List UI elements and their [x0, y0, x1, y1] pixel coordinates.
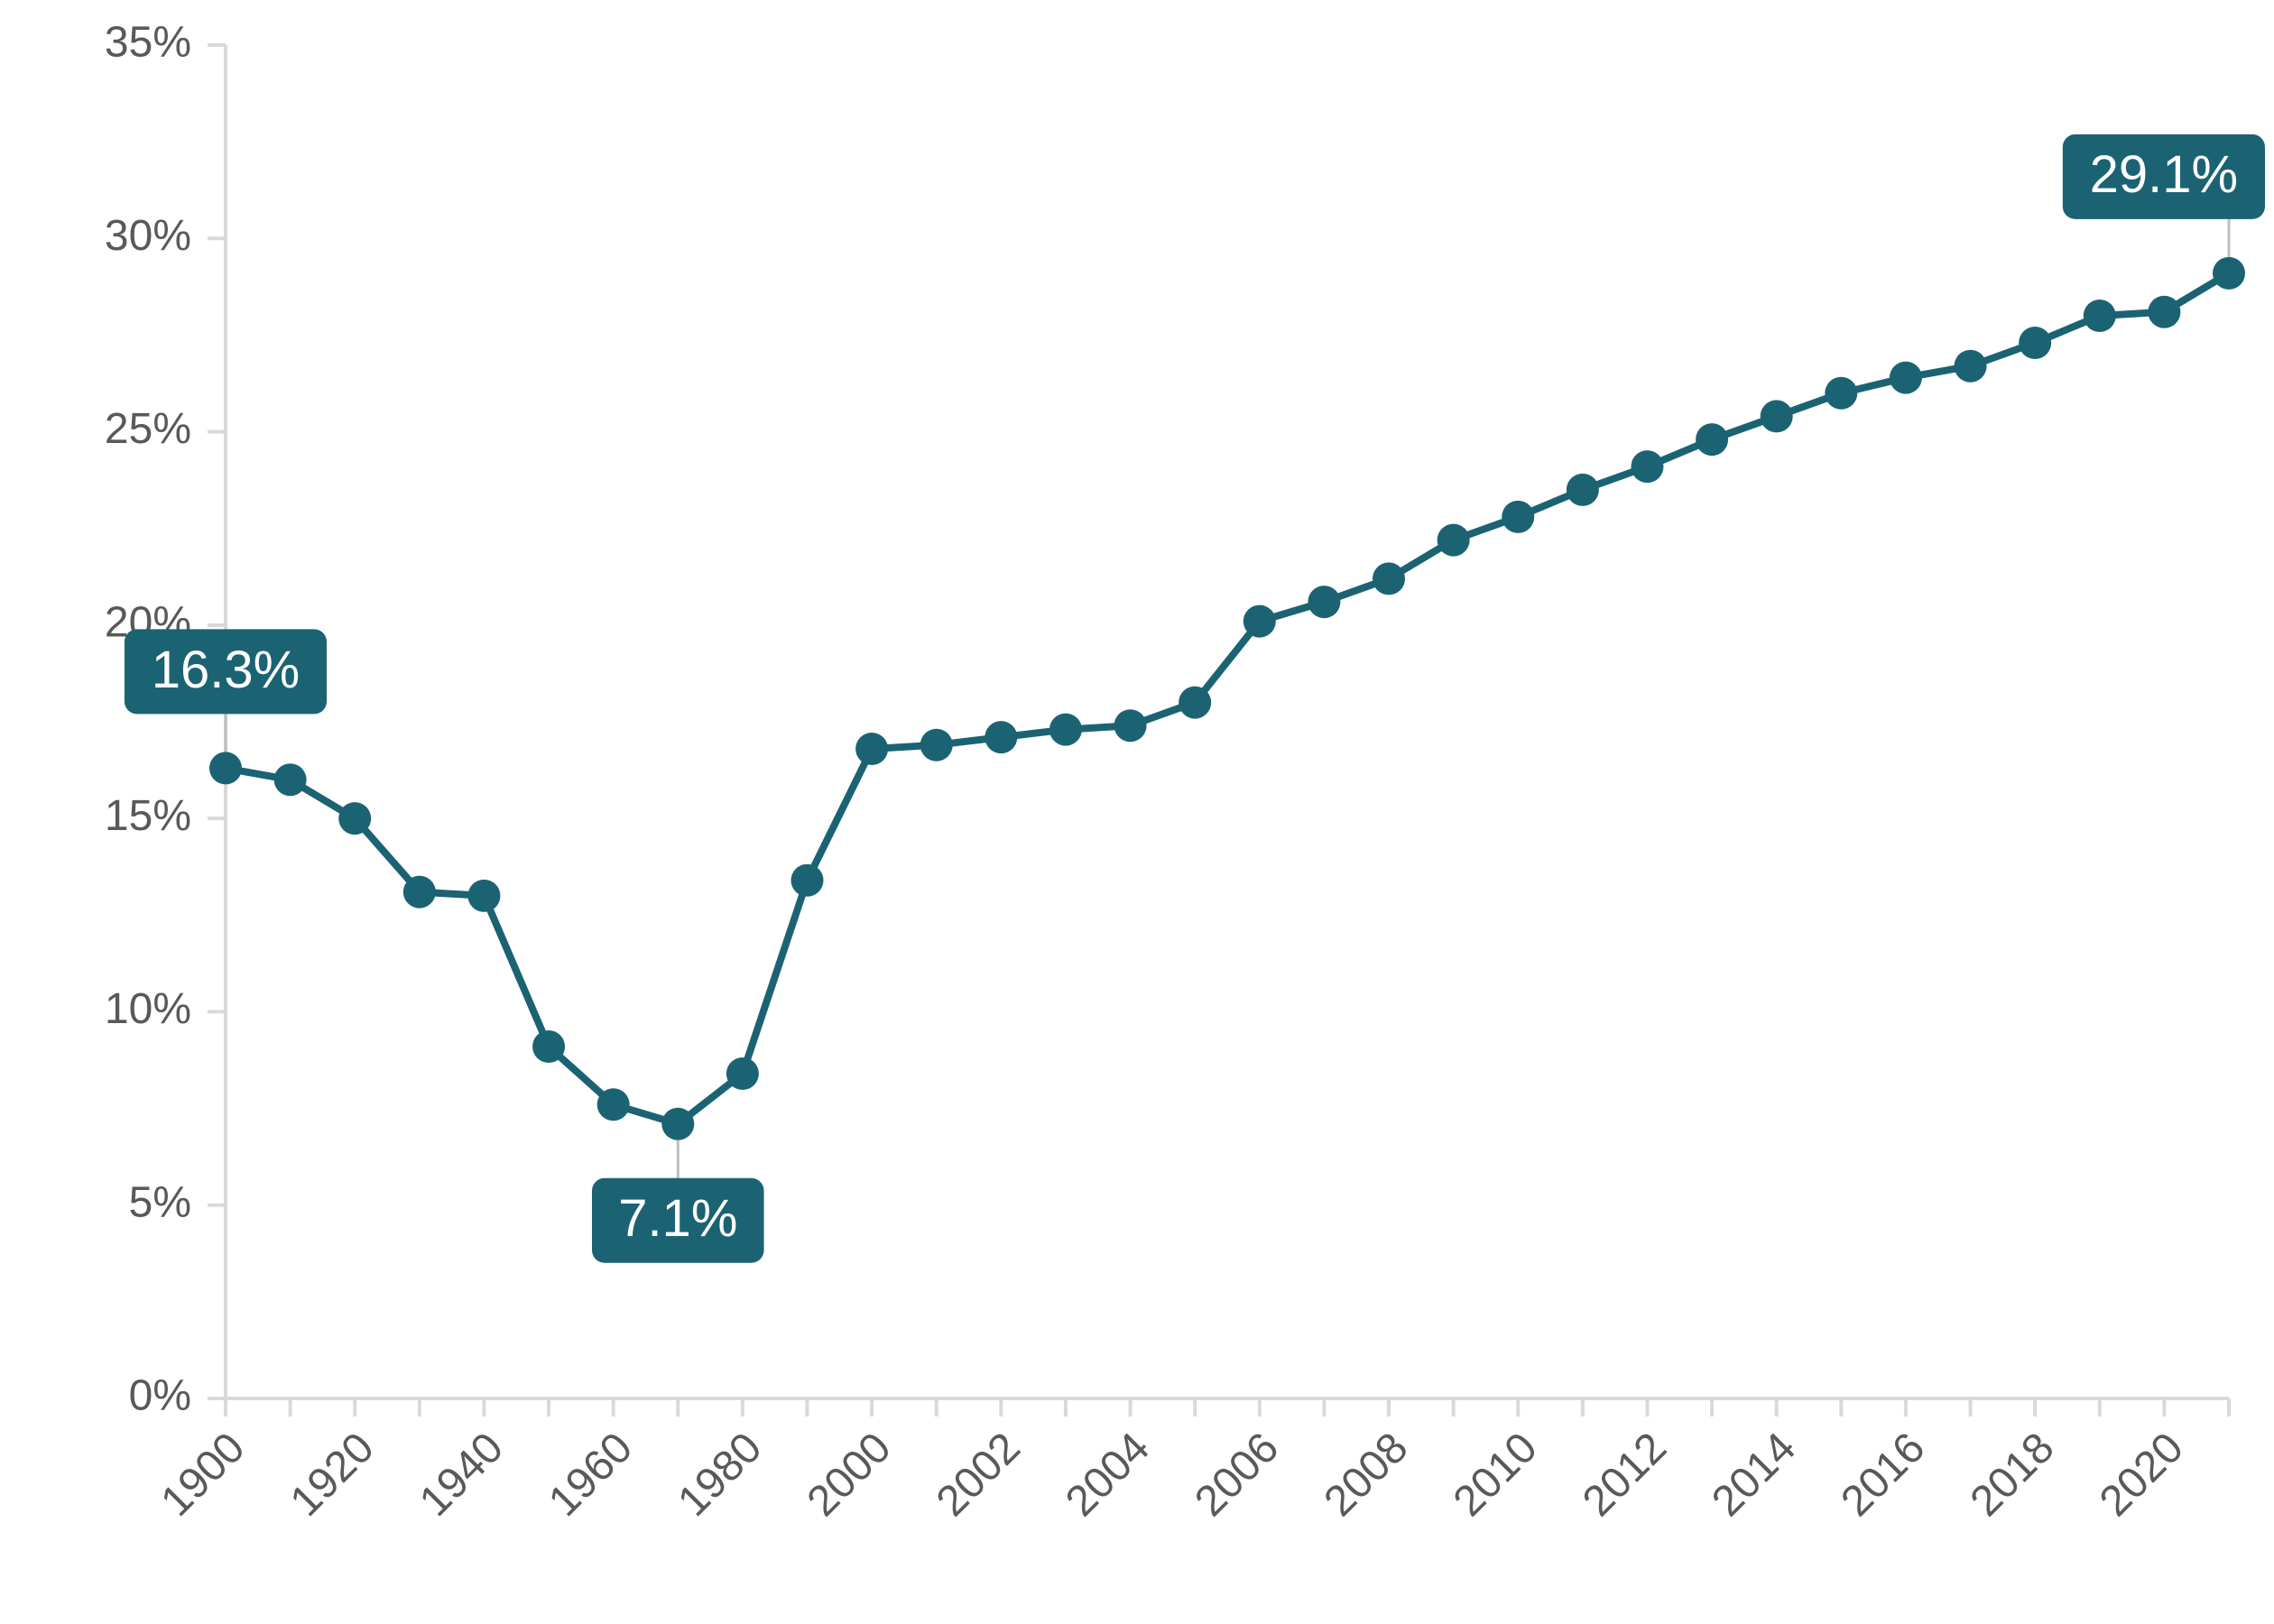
data-marker [1567, 474, 1599, 506]
data-marker [1179, 687, 1211, 719]
data-marker [1696, 423, 1728, 456]
data-marker [597, 1088, 630, 1121]
data-marker [1761, 400, 1793, 432]
data-marker [1308, 586, 1340, 618]
data-marker [984, 721, 1017, 753]
data-marker [920, 729, 953, 761]
data-marker [791, 864, 824, 897]
y-tick-label: 15% [105, 792, 191, 840]
data-marker [661, 1108, 694, 1140]
data-marker [1890, 362, 1922, 394]
callout-label: 16.3% [152, 641, 300, 699]
data-marker [1373, 562, 1405, 595]
data-marker [1114, 709, 1147, 742]
y-tick-label: 10% [105, 985, 191, 1033]
data-marker [1955, 350, 1987, 383]
data-marker [2084, 300, 2116, 332]
data-marker [532, 1030, 565, 1063]
data-marker [1049, 714, 1082, 746]
data-marker [1502, 501, 1534, 533]
data-marker [1631, 450, 1663, 483]
y-tick-label: 0% [129, 1372, 191, 1420]
y-tick-label: 25% [105, 405, 191, 453]
data-marker [2019, 327, 2051, 359]
chart-svg: 0%5%10%15%20%25%30%35%190019201940196019… [0, 0, 2274, 1624]
callout-label: 7.1% [618, 1189, 737, 1248]
y-tick-label: 30% [105, 212, 191, 260]
y-tick-label: 35% [105, 19, 191, 67]
data-marker [726, 1057, 759, 1090]
data-marker [209, 752, 242, 784]
y-tick-label: 5% [129, 1178, 191, 1226]
data-marker [1243, 605, 1276, 638]
data-marker [403, 876, 436, 909]
callout-label: 29.1% [2090, 145, 2238, 204]
data-marker [2148, 296, 2180, 328]
data-marker [855, 733, 888, 765]
data-marker [1437, 524, 1470, 557]
data-marker [274, 763, 307, 796]
data-marker [1825, 377, 1857, 410]
data-marker [338, 802, 371, 835]
data-marker [467, 880, 500, 912]
line-chart: 0%5%10%15%20%25%30%35%190019201940196019… [0, 0, 2274, 1624]
data-marker [2213, 257, 2245, 290]
